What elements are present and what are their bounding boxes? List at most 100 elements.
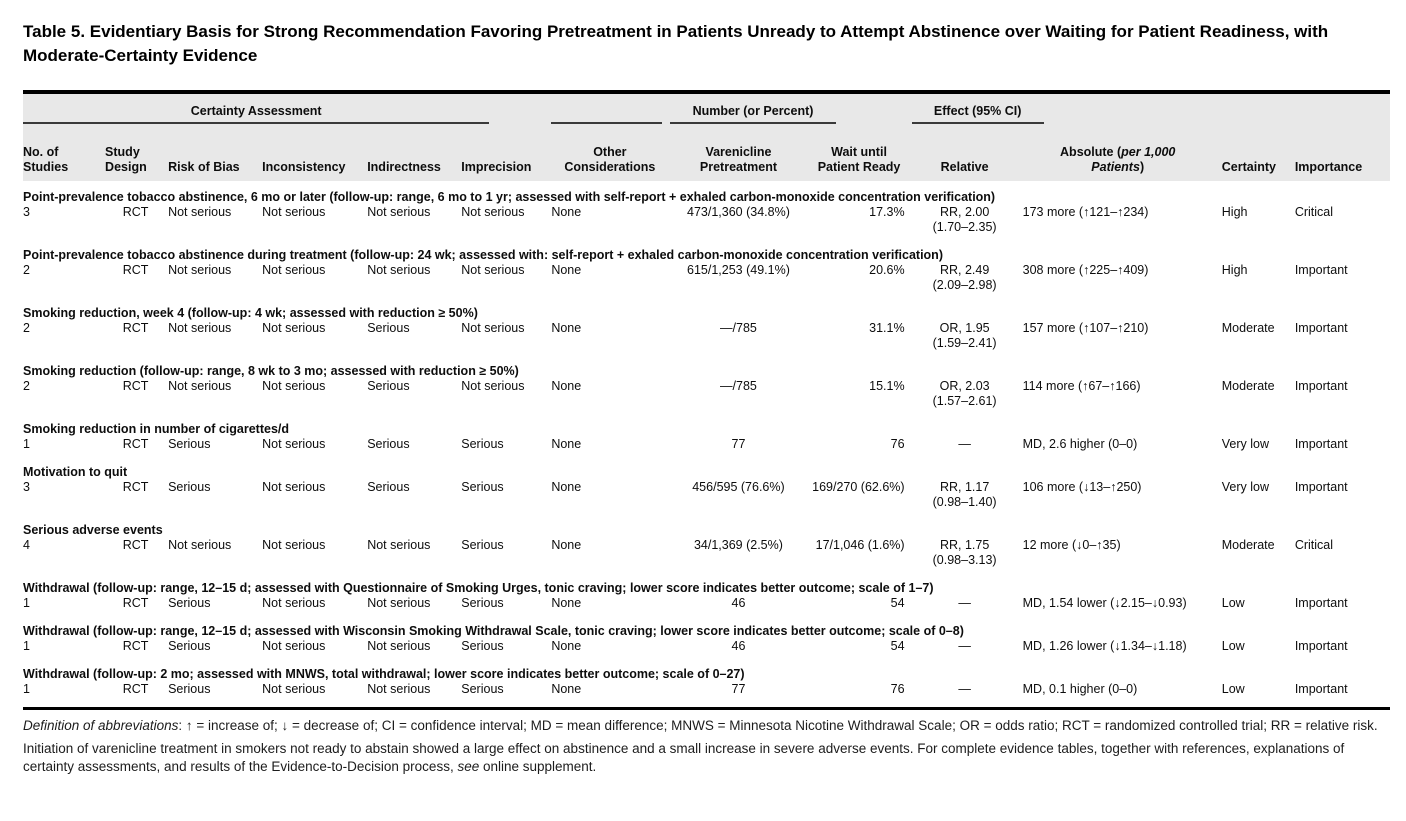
cell-study-design: RCT [122,205,149,219]
cell-certainty: High [1221,263,1248,277]
cell-wait-until-patient-ready: 15.1% [869,379,905,393]
cell-importance: Important [1294,437,1348,451]
col-header-absolute-per-1000: Absolute (per 1,000 Patients) [1020,126,1215,181]
cell-imprecision: Serious [461,538,504,552]
cell-other-considerations: None [551,379,582,393]
cell-indirectness: Not serious [367,263,431,277]
cell-varenicline-pretreatment: 615/1,253 (49.1%) [687,263,790,277]
cell-other-considerations: None [551,437,582,451]
cell-study-design: RCT [122,682,149,696]
outcome-section-row: Withdrawal (follow-up: range, 12–15 d; a… [23,568,1390,596]
abbreviations-text: : ↑ = increase of; ↓ = decrease of; CI =… [178,718,1378,733]
number-or-percent-group-header: Number (or Percent) [670,92,911,126]
cell-other-considerations: None [551,596,582,610]
evidence-data-row: 2 RCT Not serious Not serious Serious Not ser… [23,321,1390,351]
abbreviations-note: Definition of abbreviations: ↑ = increas… [23,717,1390,735]
cell-other-considerations: None [551,639,582,653]
certainty-assessment-group-header-rule: Certainty Assessment [23,104,490,124]
cell-other-considerations: None [551,538,582,552]
cell-other-considerations: None [551,321,582,335]
summary-text-before: Initiation of varenicline treatment in s… [23,741,1345,774]
cell-indirectness: Serious [367,379,410,393]
evidence-data-row: 3 RCT Serious Not serious Serious Serious None… [23,480,1390,510]
cell-no-of-studies: 2 [23,321,30,335]
cell-varenicline-pretreatment: 34/1,369 (2.5%) [693,538,783,552]
col-header-risk-of-bias: Risk of Bias [168,160,240,174]
cell-wait-until-patient-ready: 17.3% [869,205,905,219]
cell-importance: Important [1294,596,1348,610]
col-header-study-design: Study Design [105,145,147,174]
cell-risk-of-bias: Not serious [168,538,232,552]
evidence-data-row: 1 RCT Serious Not serious Not serious Serious… [23,596,1390,611]
cell-other-considerations: None [551,205,582,219]
col-header-relative: Relative [940,160,989,174]
col-header-indirectness: Indirectness [367,160,441,174]
cell-importance: Critical [1294,538,1334,552]
outcome-header: Serious adverse events [23,523,163,537]
effect-group-header: Effect (95% CI) [911,92,1215,126]
cell-other-considerations: None [551,263,582,277]
cell-inconsistency: Not serious [262,437,326,451]
cell-certainty: High [1221,205,1248,219]
cell-wait-until-patient-ready: 17/1,046 (1.6%) [815,538,905,552]
cell-inconsistency: Not serious [262,682,326,696]
number-or-percent-group-header-rule: Number (or Percent) [670,104,836,124]
cell-absolute-per-1000: 106 more (↓13–↑250) [1022,480,1142,494]
cell-absolute-per-1000: MD, 1.26 lower (↓1.34–↓1.18) [1022,639,1187,653]
absolute-header-post: ) [1139,160,1145,174]
cell-absolute-per-1000: 308 more (↑225–↑409) [1022,263,1149,277]
cell-indirectness: Serious [367,321,410,335]
cell-relative: OR, 1.95 (1.59–2.41) [932,321,997,350]
table-number-label: Table 5. [23,22,86,41]
cell-relative: — [958,437,971,451]
cell-varenicline-pretreatment: 456/595 (76.6%) [692,480,785,494]
outcome-header: Point-prevalence tobacco abstinence duri… [23,248,943,262]
effect-group-header-rule: Effect (95% CI) [911,104,1044,124]
cell-absolute-per-1000: MD, 0.1 higher (0–0) [1022,682,1138,696]
cell-absolute-per-1000: MD, 2.6 higher (0–0) [1022,437,1138,451]
table-footnotes: Definition of abbreviations: ↑ = increas… [23,717,1390,776]
cell-imprecision: Serious [461,437,504,451]
cell-inconsistency: Not serious [262,480,326,494]
evidence-data-row: 2 RCT Not serious Not serious Not serious Not… [23,263,1390,293]
cell-inconsistency: Not serious [262,321,326,335]
group-header-row: Certainty Assessment Number (or Percent)… [23,92,1390,126]
outcome-section-row: Point-prevalence tobacco abstinence duri… [23,235,1390,263]
other-considerations-group-rule [551,92,670,126]
cell-risk-of-bias: Serious [168,596,211,610]
cell-certainty: Moderate [1221,321,1275,335]
cell-importance: Important [1294,480,1348,494]
cell-study-design: RCT [122,379,149,393]
cell-risk-of-bias: Not serious [168,379,232,393]
cell-wait-until-patient-ready: 76 [890,437,905,451]
evidence-data-row: 1 RCT Serious Not serious Not serious Serious… [23,639,1390,654]
outcome-header: Withdrawal (follow-up: range, 12–15 d; a… [23,581,934,595]
cell-certainty: Low [1221,639,1245,653]
outcome-header: Motivation to quit [23,465,128,479]
cell-indirectness: Serious [367,437,410,451]
cell-study-design: RCT [122,480,149,494]
col-header-other-considerations: Other Considerations [564,145,656,174]
table-body: Point-prevalence tobacco abstinence, 6 m… [23,181,1390,709]
outcome-section-row: Smoking reduction, week 4 (follow-up: 4 … [23,293,1390,321]
cell-importance: Important [1294,321,1348,335]
cell-varenicline-pretreatment: —/785 [720,321,757,335]
cell-importance: Important [1294,682,1348,696]
cell-imprecision: Not serious [461,321,525,335]
cell-varenicline-pretreatment: —/785 [720,379,757,393]
evidence-data-row: 1 RCT Serious Not serious Serious Serious None… [23,437,1390,452]
cell-imprecision: Not serious [461,263,525,277]
outcome-header: Withdrawal (follow-up: range, 12–15 d; a… [23,624,964,638]
cell-wait-until-patient-ready: 54 [890,639,905,653]
outcome-section-row: Withdrawal (follow-up: range, 12–15 d; a… [23,611,1390,639]
other-considerations-group-rule-rule [551,104,663,124]
absolute-header-pre: Absolute ( [1060,145,1122,159]
evidence-data-row: 1 RCT Serious Not serious Not serious Serious… [23,682,1390,709]
summary-text-after: online supplement. [479,759,597,774]
outcome-section-row: Serious adverse events [23,510,1390,538]
cell-certainty: Low [1221,682,1245,696]
cell-risk-of-bias: Not serious [168,263,232,277]
outcome-header: Smoking reduction in number of cigarette… [23,422,290,436]
cell-imprecision: Not serious [461,379,525,393]
evidence-data-row: 3 RCT Not serious Not serious Not serious Not… [23,205,1390,235]
